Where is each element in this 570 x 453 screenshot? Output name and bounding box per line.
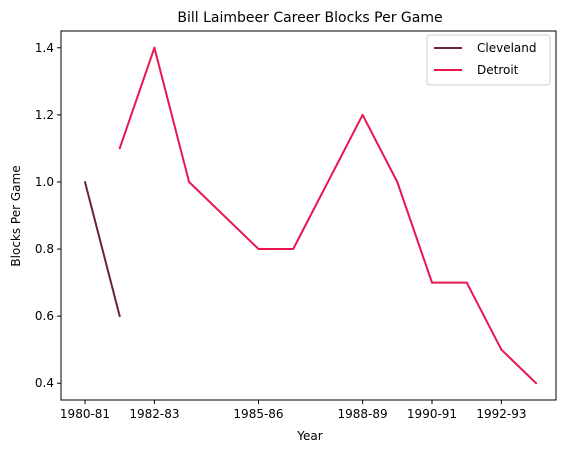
legend-label-cleveland: Cleveland (477, 41, 537, 55)
y-tick-label-0.8: 0.8 (35, 242, 54, 256)
y-tick-label-0.6: 0.6 (35, 309, 54, 323)
data-point-detroit-1983-84 (188, 181, 191, 183)
data-point-detroit-1990-91 (431, 281, 433, 284)
plot-frame (60, 30, 557, 401)
y-axis-label: Blocks Per Game (9, 165, 23, 266)
data-point-detroit-1989-90 (396, 181, 399, 183)
data-point-detroit-1992-93 (500, 348, 503, 351)
legend-label-detroit: Detroit (477, 63, 519, 77)
x-tick-label-1982-83: 1982-83 (129, 407, 179, 421)
x-axis-label: Year (296, 429, 322, 443)
data-point-cleveland-1980-81 (84, 181, 86, 183)
legend: Cleveland Detroit (426, 34, 551, 86)
data-point-detroit-1986-87 (292, 248, 295, 250)
data-point-detroit-1982-83 (153, 46, 156, 49)
chart-title: Bill Laimbeer Career Blocks Per Game (177, 10, 442, 26)
x-tick-label-1990-91: 1990-91 (407, 407, 457, 421)
y-tick-label-1.2: 1.2 (35, 108, 54, 122)
data-point-detroit-1981-82 (118, 147, 121, 150)
data-point-detroit-1991-92 (465, 281, 468, 284)
x-tick-label-1988-89: 1988-89 (338, 407, 388, 421)
data-point-detroit-1988-89 (361, 113, 364, 116)
axes: 1980-81 1982-83 1985-86 1988-89 1990-91 1992-… (35, 30, 557, 421)
series-lines (84, 46, 538, 385)
y-tick-label-1.0: 1.0 (35, 175, 54, 189)
x-tick-label-1992-93: 1992-93 (476, 407, 526, 421)
data-point-detroit-1993-94 (535, 382, 538, 385)
data-point-cleveland-1981-82 (118, 315, 121, 318)
x-tick-label-1985-86: 1985-86 (233, 407, 283, 421)
data-point-detroit-1985-86 (257, 248, 260, 250)
x-tick-label-1980-81: 1980-81 (60, 407, 110, 421)
y-tick-label-1.4: 1.4 (35, 41, 54, 55)
series-line-cleveland (84, 181, 121, 317)
y-tick-label-0.4: 0.4 (35, 376, 54, 390)
